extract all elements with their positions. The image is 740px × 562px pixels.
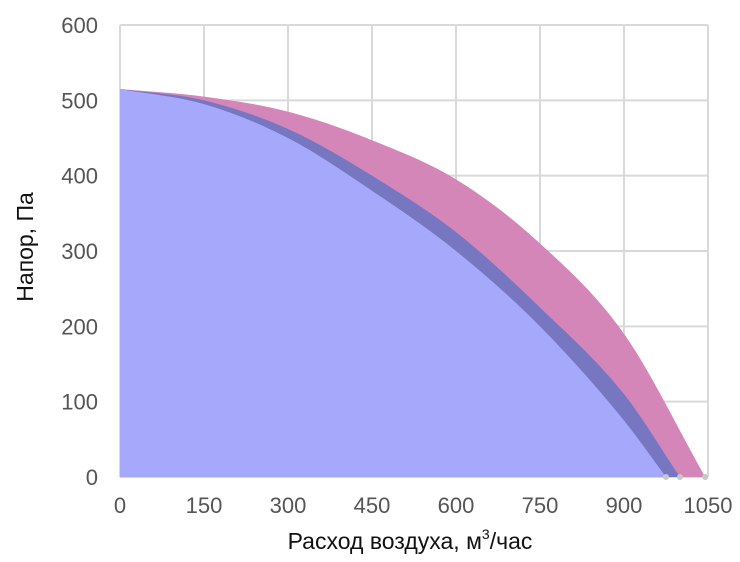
- x-tick-label: 1050: [684, 493, 733, 518]
- x-axis-title-main: Расход воздуха, м: [288, 528, 482, 554]
- curve-end-marker: [677, 474, 683, 480]
- curve-end-marker: [702, 474, 709, 480]
- y-tick-label: 500: [61, 88, 98, 113]
- area-curve-low: [120, 89, 666, 478]
- y-axis-ticks: 0 100 200 300 400 500 600: [61, 13, 98, 490]
- y-tick-label: 200: [61, 314, 98, 339]
- y-tick-label: 100: [61, 390, 98, 415]
- x-tick-label: 900: [606, 493, 643, 518]
- curve-end-marker: [663, 474, 669, 480]
- y-tick-label: 400: [61, 164, 98, 189]
- x-tick-label: 300: [270, 493, 307, 518]
- axis-endpoint-markers: [663, 474, 709, 480]
- x-tick-label: 150: [186, 493, 223, 518]
- y-axis-title: Напор, Па: [12, 192, 38, 302]
- x-tick-label: 750: [522, 493, 559, 518]
- x-axis-title: Расход воздуха, м3/час: [288, 526, 533, 554]
- x-axis-title-superscript: 3: [482, 526, 490, 542]
- x-tick-label: 450: [354, 493, 391, 518]
- y-tick-label: 300: [61, 239, 98, 264]
- x-axis-ticks: 0 150 300 450 600 750 900 1050: [114, 493, 733, 518]
- x-axis-title-suffix: /час: [490, 528, 533, 554]
- y-tick-label: 0: [86, 465, 98, 490]
- y-tick-label: 600: [61, 13, 98, 38]
- x-tick-label: 600: [438, 493, 475, 518]
- curve-areas: [120, 89, 706, 478]
- x-tick-label: 0: [114, 493, 126, 518]
